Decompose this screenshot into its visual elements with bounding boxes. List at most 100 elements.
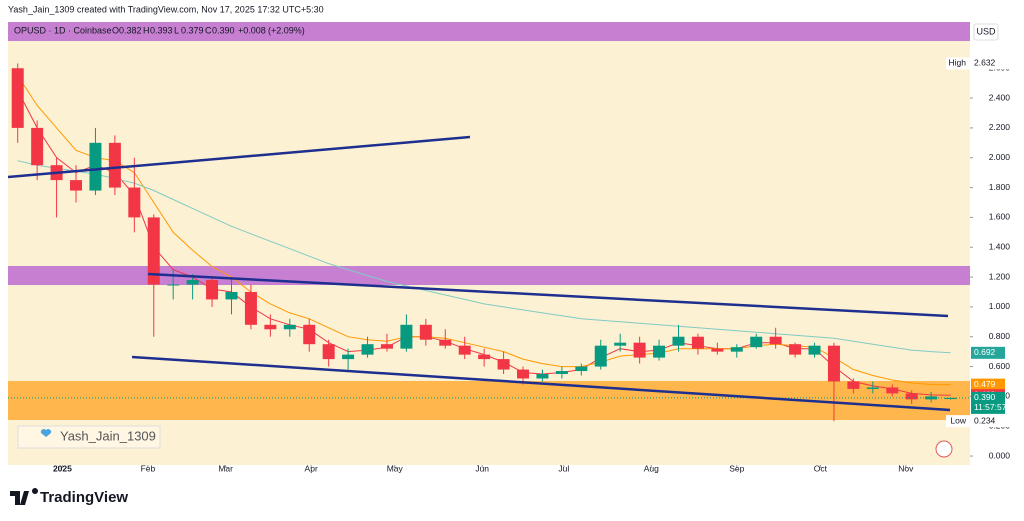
x-tick-label: Sep <box>729 463 744 473</box>
candle-body <box>614 342 627 346</box>
heart-icon <box>40 429 52 437</box>
change: +0.008 <box>238 25 266 35</box>
price-marker <box>971 378 1005 391</box>
candle-body <box>653 345 666 358</box>
candle-body <box>303 324 316 345</box>
candle-body <box>925 396 938 400</box>
symbol: OPUSD · 1D · Coinbase <box>14 25 112 35</box>
y-tick-label: 1.000 <box>989 301 1011 311</box>
candle-body <box>711 348 724 352</box>
candle-body <box>342 354 355 360</box>
y-tick-label: 2.400 <box>989 92 1011 102</box>
moving-average <box>17 160 951 354</box>
candle-body <box>264 324 277 330</box>
extreme-key: Low <box>950 415 966 425</box>
header-title: Yash_Jain_1309 created with TradingView.… <box>8 4 324 14</box>
price-marker <box>971 346 1005 359</box>
candle-body <box>808 345 821 355</box>
candle-body <box>380 344 393 349</box>
x-tick-label: Nov <box>898 463 914 473</box>
y-tick-label: 0.000 <box>989 450 1011 460</box>
candle-body <box>478 354 491 360</box>
x-tick-label: Feb <box>141 463 156 473</box>
y-tick-label: 0.800 <box>989 331 1011 341</box>
candle-body <box>575 366 588 372</box>
trend-line <box>7 135 471 179</box>
candle-body <box>905 393 918 400</box>
extreme-key: High <box>949 58 967 68</box>
watermark: Yash_Jain_1309 <box>60 428 156 443</box>
ohlc-value: 0.390 <box>212 25 235 35</box>
extreme-box <box>946 57 1022 70</box>
candle-body <box>730 347 743 352</box>
x-tick-label: Jun <box>475 463 489 473</box>
plot <box>8 63 970 422</box>
y-tick-label: 1.600 <box>989 212 1011 222</box>
y-tick-label: 1.400 <box>989 241 1011 251</box>
candle-body <box>89 142 102 191</box>
brand: TradingView <box>40 489 128 506</box>
candle-body <box>458 345 471 355</box>
legend-band <box>8 22 970 41</box>
candle-body <box>128 187 141 218</box>
candle-body <box>70 180 83 191</box>
y-tick-label: 1.200 <box>989 271 1011 281</box>
candle-body <box>361 344 374 355</box>
candle-body <box>944 397 957 400</box>
support-zone <box>8 381 970 420</box>
candle-body <box>167 284 180 286</box>
price-marker-label: 0.479 <box>974 379 996 389</box>
channel-lower <box>131 355 951 412</box>
currency-box <box>973 23 999 41</box>
candle-body <box>283 324 296 330</box>
y-tick-label: 0.600 <box>989 361 1011 371</box>
candle-body <box>108 142 121 188</box>
candle-body <box>594 345 607 367</box>
candle-body <box>633 342 646 358</box>
channel-upper <box>147 272 949 318</box>
ohlc-key: L <box>174 25 179 35</box>
x-tick-label: Jul <box>558 463 569 473</box>
candle-body <box>419 324 432 340</box>
candle-body <box>186 280 199 285</box>
extreme-value: 2.632 <box>974 58 996 68</box>
ohlc-value: 0.379 <box>181 25 204 35</box>
ohlc-key: O <box>112 25 119 35</box>
price-marker <box>971 391 1005 414</box>
x-tick-label: 2025 <box>53 463 72 473</box>
ohlc-value: 0.393 <box>150 25 173 35</box>
x-tick-label: Apr <box>305 463 318 473</box>
candle-body <box>555 371 568 375</box>
candle-body <box>536 374 549 379</box>
candle-body <box>866 387 879 389</box>
y-tick-label: 2.000 <box>989 152 1011 162</box>
candle-body <box>769 336 782 345</box>
ohlc-key: C <box>205 25 212 35</box>
x-tick-label: Aug <box>644 463 659 473</box>
candle-body <box>439 339 452 346</box>
extreme-value: 0.234 <box>974 415 996 425</box>
x-tick-label: Oct <box>814 463 828 473</box>
candle-body <box>206 280 219 300</box>
y-tick-label: 1.800 <box>989 182 1011 192</box>
candle-body <box>244 291 257 325</box>
x-tick-label: May <box>387 463 404 473</box>
candle-body <box>31 127 44 166</box>
ohlc-value: 0.382 <box>119 25 142 35</box>
candle-body <box>691 336 704 349</box>
countdown: 11:57:57 <box>974 402 1007 412</box>
tv-logo <box>10 488 38 505</box>
candle-body <box>847 381 860 389</box>
y-tick-label: 2.200 <box>989 122 1011 132</box>
candle-body <box>147 217 160 285</box>
candle-body <box>827 345 840 382</box>
extreme-box <box>946 415 1022 428</box>
price-marker-label: 0.692 <box>974 347 996 357</box>
candle-body <box>672 336 685 346</box>
change-pct: (+2.09%) <box>268 25 305 35</box>
candle-body <box>886 387 899 394</box>
candle-body <box>750 336 763 348</box>
candle-body <box>497 359 510 370</box>
